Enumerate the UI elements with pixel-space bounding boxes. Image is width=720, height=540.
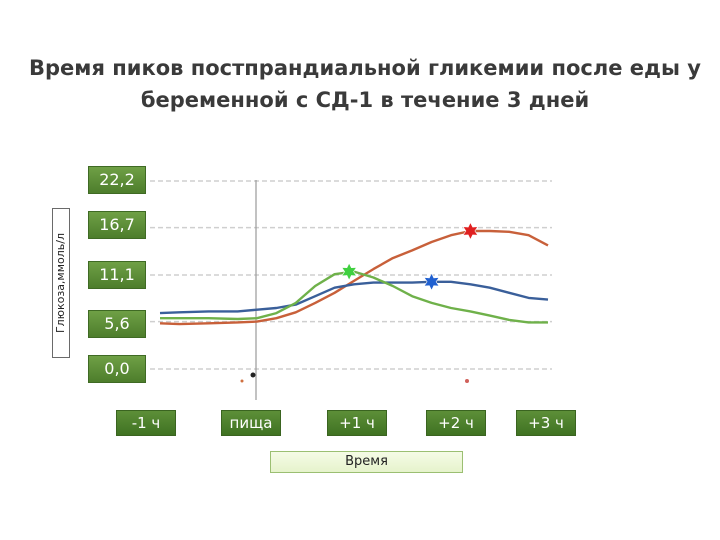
marker-dot-orange <box>240 379 244 383</box>
marker-dot-red <box>465 379 469 383</box>
x-tick-label: +2 ч <box>426 410 486 436</box>
peak-star-0 <box>462 221 479 241</box>
series-line-2 <box>160 270 548 324</box>
peak-markers <box>341 221 479 291</box>
series-layer <box>159 229 549 326</box>
y-axis-label-box <box>52 208 70 358</box>
y-tick-label: 5,6 <box>88 310 146 338</box>
peak-star-2 <box>341 262 358 281</box>
y-tick-label: 11,1 <box>88 261 146 289</box>
meal-dot <box>250 372 256 378</box>
chart-title: Время пиков постпрандиальной гликемии по… <box>29 56 701 112</box>
x-tick-label: +3 ч <box>516 410 576 436</box>
y-axis-label-wrap: Глюкоза,ммоль/л <box>52 208 70 358</box>
series-line-0 <box>159 229 549 326</box>
peak-star-1 <box>423 272 440 291</box>
x-axis-label: Время <box>270 451 463 473</box>
y-axis-label: Глюкоза,ммоль/л <box>54 232 67 334</box>
x-tick-label: -1 ч <box>116 410 176 436</box>
x-tick-label: пища <box>221 410 281 436</box>
y-tick-label: 22,2 <box>88 166 146 194</box>
x-tick-label: +1 ч <box>327 410 387 436</box>
y-tick-label: 0,0 <box>88 355 146 383</box>
series-line-1 <box>159 280 549 315</box>
y-tick-label: 16,7 <box>88 211 146 239</box>
